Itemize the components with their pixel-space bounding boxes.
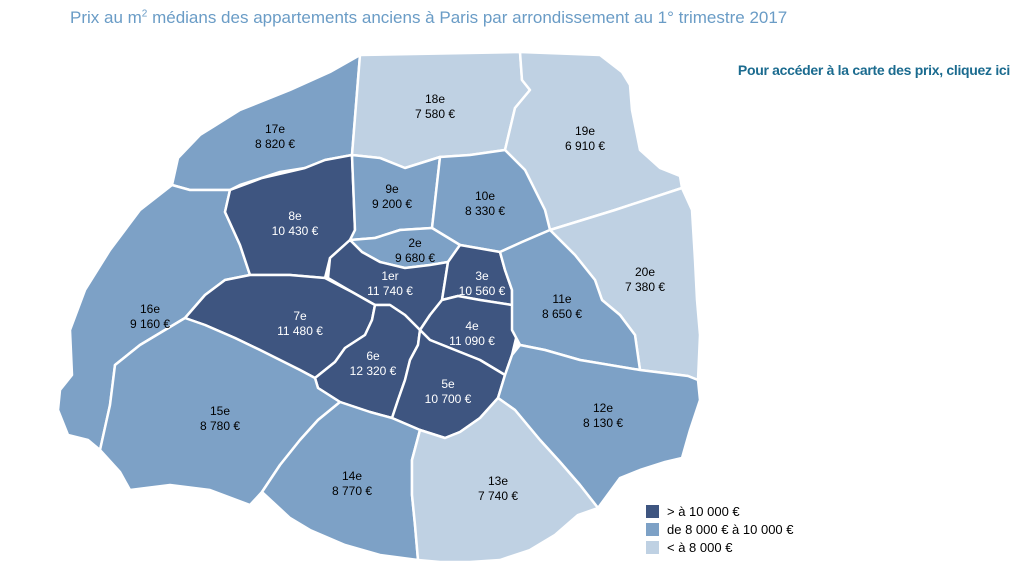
district-name-12: 12e: [593, 401, 613, 415]
district-price-9: 9 200 €: [372, 197, 412, 211]
district-price-6: 12 320 €: [350, 364, 397, 378]
legend-swatch-mid: [646, 522, 659, 536]
legend-label: de 8 000 € à 10 000 €: [667, 521, 794, 537]
district-name-19: 19e: [575, 124, 595, 138]
district-price-8: 10 430 €: [272, 224, 319, 238]
district-name-9: 9e: [385, 182, 399, 196]
district-price-10: 8 330 €: [465, 204, 505, 218]
legend-swatch-high: [646, 504, 659, 518]
district-price-15: 8 780 €: [200, 419, 240, 433]
district-name-5: 5e: [441, 377, 455, 391]
price-map-link[interactable]: Pour accéder à la carte des prix, clique…: [737, 62, 1010, 78]
legend-label: > à 10 000 €: [667, 503, 740, 519]
district-name-8: 8e: [288, 209, 302, 223]
district-name-13: 13e: [488, 474, 508, 488]
district-price-5: 10 700 €: [425, 392, 472, 406]
legend: > à 10 000 € de 8 000 € à 10 000 € < à 8…: [646, 502, 794, 556]
map-title: Prix au m2 médians des appartements anci…: [70, 8, 788, 27]
district-price-20: 7 380 €: [625, 280, 665, 294]
district-price-19: 6 910 €: [565, 139, 605, 153]
district-name-17: 17e: [265, 122, 285, 136]
district-price-1: 11 740 €: [367, 284, 413, 298]
legend-item-mid: de 8 000 € à 10 000 €: [646, 520, 794, 538]
district-name-18: 18e: [425, 92, 445, 106]
district-name-10: 10e: [475, 189, 495, 203]
district-name-15: 15e: [210, 404, 230, 418]
district-name-11: 11e: [552, 292, 571, 306]
district-price-4: 11 090 €: [449, 334, 495, 348]
district-price-11: 8 650 €: [542, 307, 582, 321]
district-14: [260, 400, 422, 562]
district-name-14: 14e: [342, 469, 362, 483]
district-name-1: 1er: [381, 269, 398, 283]
district-price-13: 7 740 €: [478, 489, 518, 503]
legend-label: < à 8 000 €: [667, 539, 733, 555]
district-price-18: 7 580 €: [415, 107, 455, 121]
district-price-7: 11 480 €: [277, 324, 323, 338]
district-price-3: 10 560 €: [459, 284, 506, 298]
district-name-3: 3e: [475, 269, 489, 283]
district-name-7: 7e: [293, 309, 307, 323]
district-name-6: 6e: [366, 349, 380, 363]
district-price-17: 8 820 €: [255, 137, 295, 151]
legend-item-low: < à 8 000 €: [646, 538, 794, 556]
district-price-16: 9 160 €: [130, 317, 170, 331]
district-name-4: 4e: [465, 319, 479, 333]
district-price-14: 8 770 €: [332, 484, 372, 498]
legend-item-high: > à 10 000 €: [646, 502, 794, 520]
district-name-16: 16e: [140, 302, 160, 316]
district-name-20: 20e: [635, 265, 655, 279]
district-name-2: 2e: [408, 236, 422, 250]
district-price-12: 8 130 €: [583, 416, 623, 430]
legend-swatch-low: [646, 540, 659, 554]
district-price-2: 9 680 €: [395, 251, 435, 265]
district-13: [410, 396, 600, 564]
